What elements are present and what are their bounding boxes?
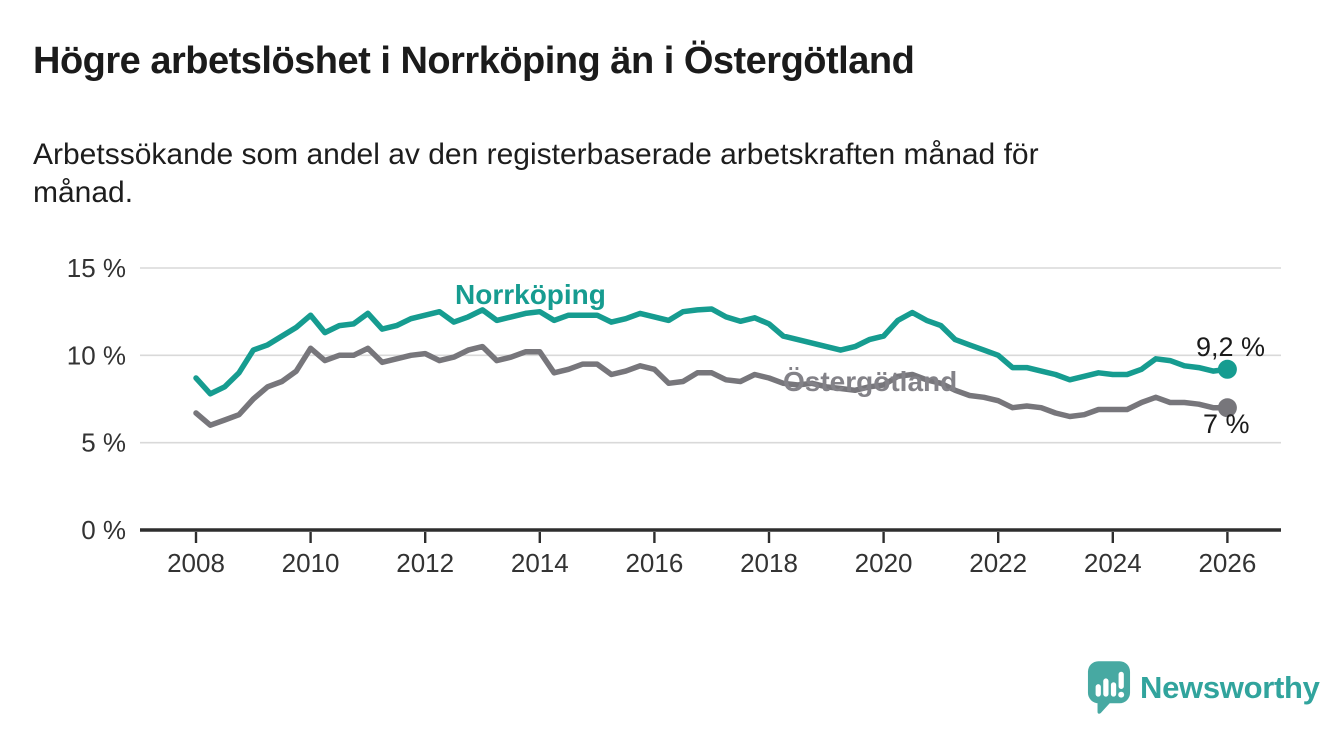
series-line-1 (193, 343, 1231, 428)
newsworthy-bubble-chart-icon (1087, 661, 1131, 714)
x-tick-label: 2010 (282, 548, 340, 578)
newsworthy-logo: Newsworthy (1087, 660, 1320, 716)
x-tick-label: 2026 (1198, 548, 1256, 578)
chart-title: Högre arbetslöshet i Norrköping än i Öst… (33, 40, 915, 82)
y-tick-label: 5 % (81, 428, 126, 458)
subtitle-line: Arbetssökande som andel av den registerb… (33, 138, 1039, 171)
series-label-1: Östergötland (783, 366, 957, 397)
subtitle-line: månad. (33, 176, 134, 209)
chart-subtitle: Arbetssökande som andel av den registerb… (33, 136, 1039, 212)
x-tick-label: 2014 (511, 548, 569, 578)
x-tick-label: 2016 (625, 548, 683, 578)
series-label-0: Norrköping (455, 279, 606, 310)
x-tick-label: 2022 (969, 548, 1027, 578)
y-tick-label: 10 % (67, 340, 126, 370)
x-tick-label: 2020 (855, 548, 913, 578)
x-tick-label: 2012 (396, 548, 454, 578)
y-tick-label: 0 % (81, 515, 126, 545)
y-tick-label: 15 % (67, 253, 126, 283)
newsworthy-logo-text: Newsworthy (1140, 670, 1320, 705)
series-end-dot-0 (1217, 359, 1237, 379)
series-end-value-label-1: 7 % (1203, 409, 1250, 439)
series-line-0 (193, 306, 1231, 397)
x-tick-label: 2018 (740, 548, 798, 578)
x-tick-label: 2024 (1084, 548, 1142, 578)
series-end-value-label-0: 9,2 % (1196, 332, 1265, 362)
series-end-dot-1 (1217, 398, 1237, 418)
x-tick-label: 2008 (167, 548, 225, 578)
